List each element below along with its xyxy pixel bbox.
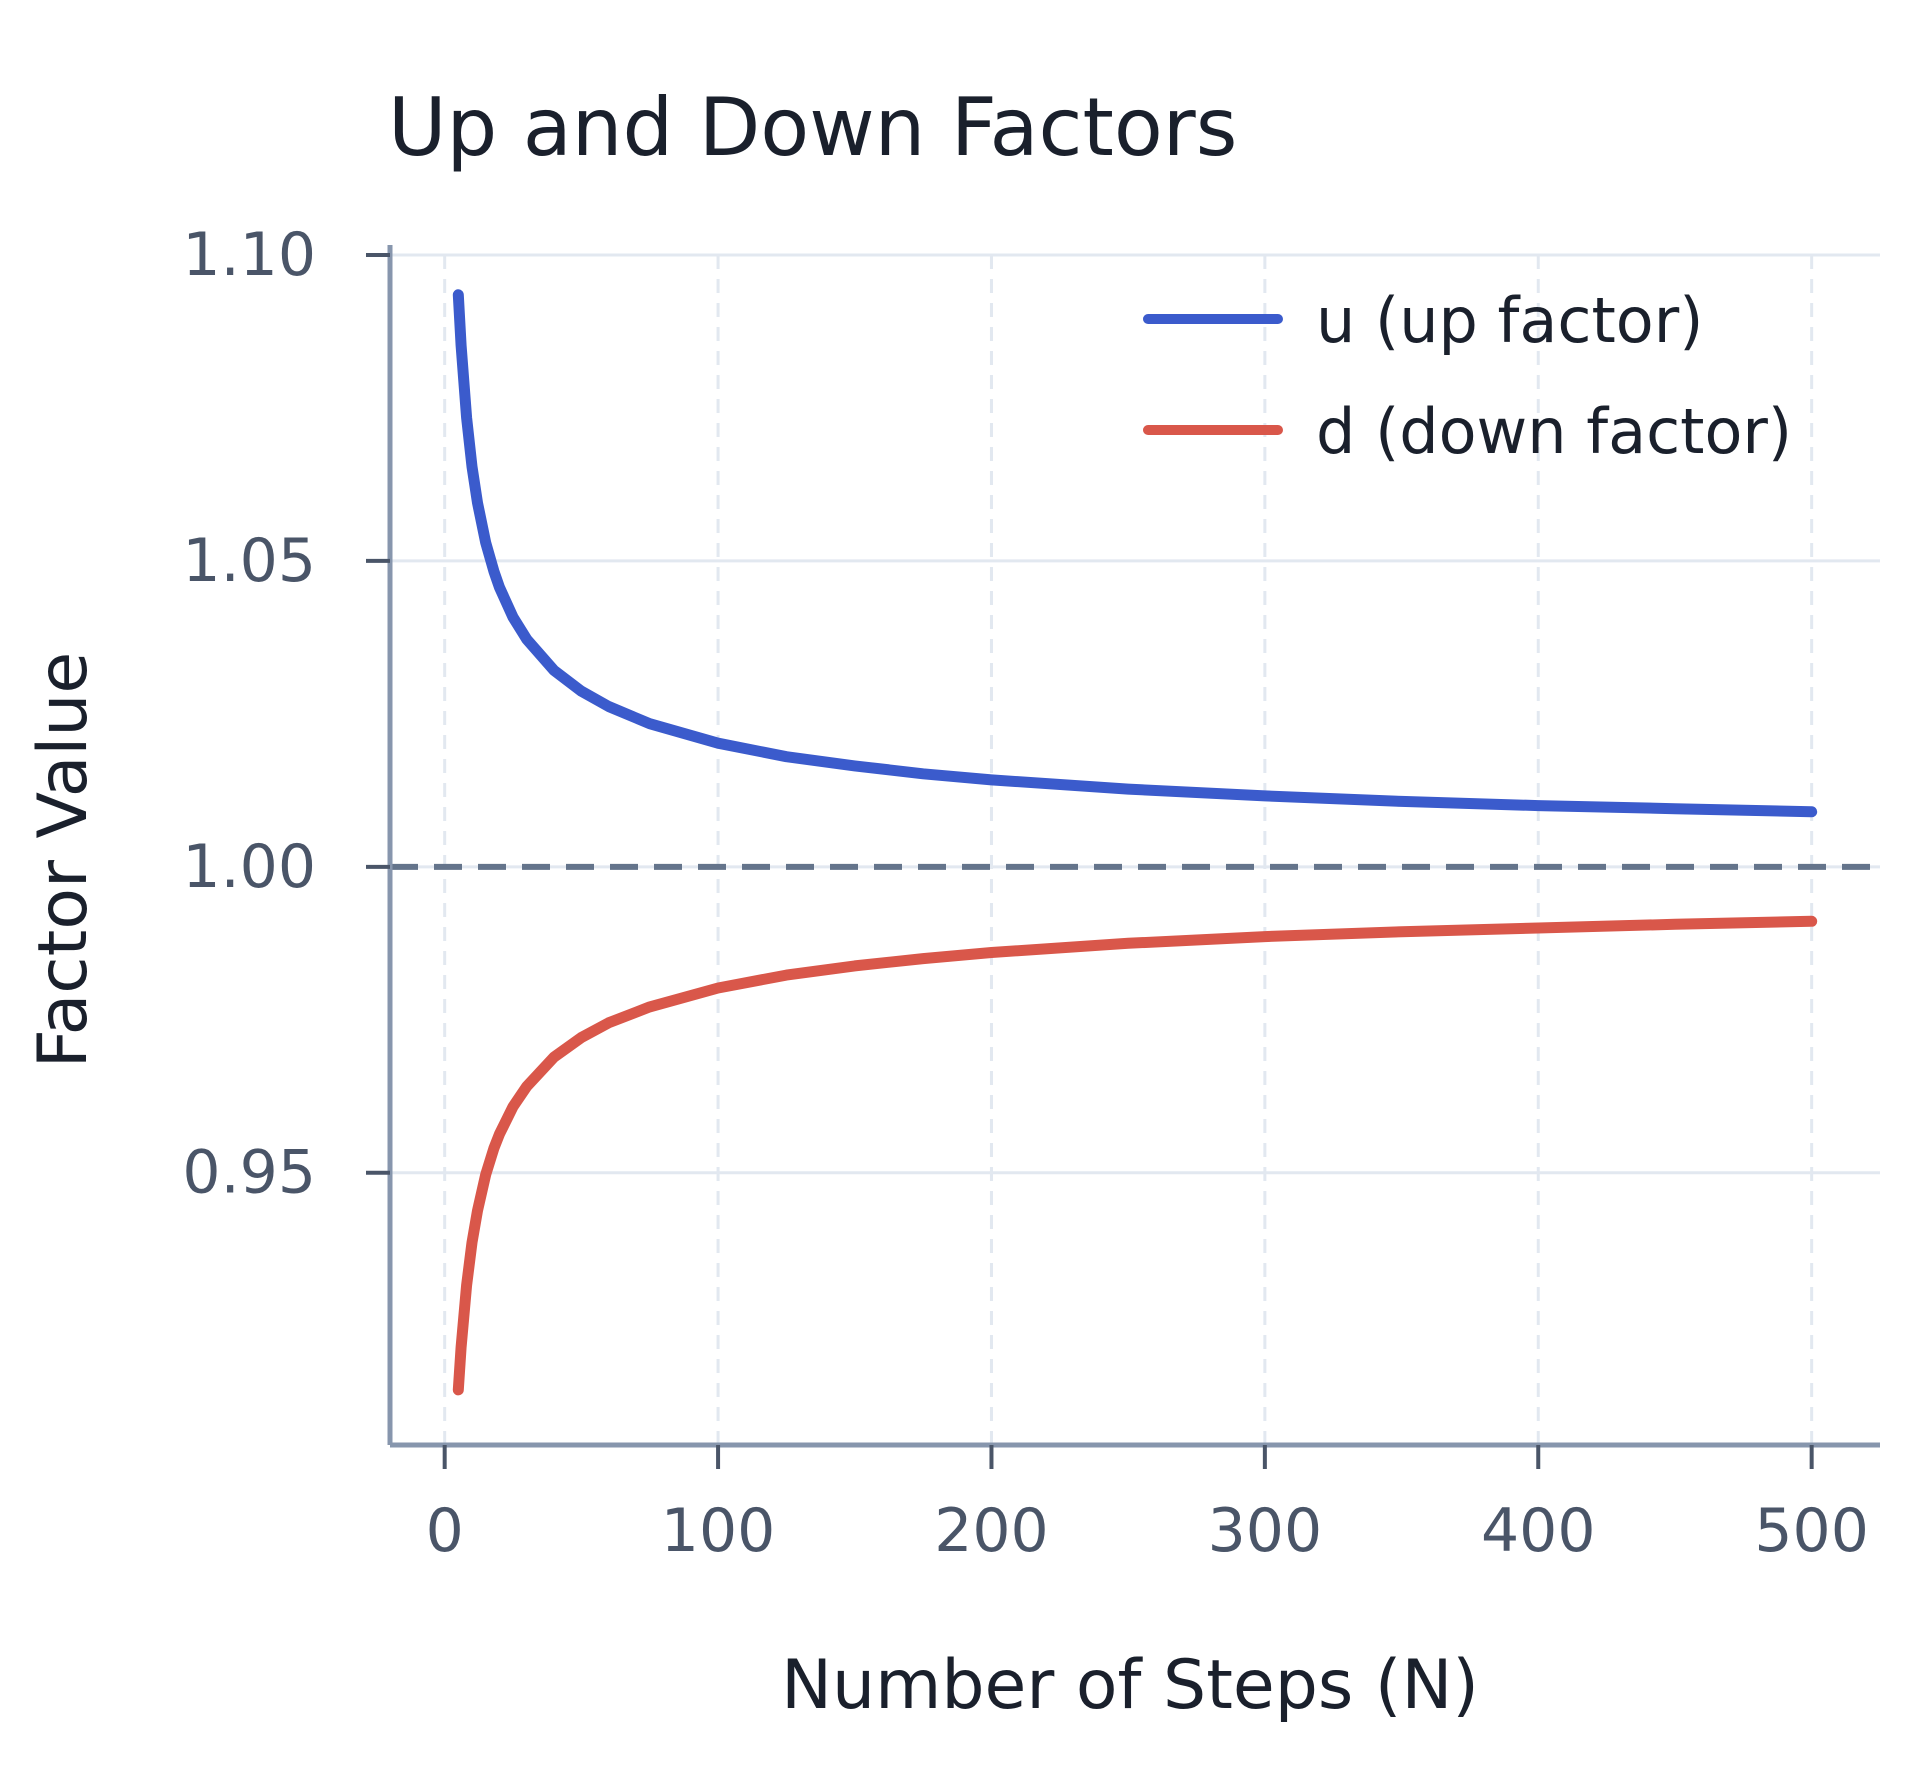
x-tick-label: 400 (1481, 1496, 1596, 1566)
grid (390, 253, 1880, 1445)
x-axis-label: Number of Steps (N) (781, 1646, 1479, 1725)
y-tick-label: 0.95 (182, 1138, 316, 1208)
x-tick-label: 0 (426, 1496, 464, 1566)
x-tick-label: 100 (661, 1496, 776, 1566)
legend: u (up factor) d (down factor) (1143, 284, 1792, 468)
ticks: 0.95 1.00 1.05 1.10 0 100 200 300 400 500 (182, 220, 1869, 1566)
axes (387, 245, 1880, 1448)
chart-title: Up and Down Factors (388, 81, 1237, 174)
legend-label-u: u (up factor) (1316, 284, 1703, 357)
x-tick-label: 300 (1208, 1496, 1323, 1566)
series-line-d (452, 915, 1818, 1396)
y-tick-label: 1.05 (182, 526, 316, 596)
y-tick-label: 1.10 (182, 220, 316, 290)
series-layer (452, 289, 1818, 1396)
x-tick-label: 500 (1754, 1496, 1869, 1566)
x-tick-label: 200 (934, 1496, 1049, 1566)
y-axis-label: Factor Value (24, 652, 103, 1069)
series-line-u (452, 289, 1818, 818)
y-tick-label: 1.00 (182, 832, 316, 902)
legend-label-d: d (down factor) (1316, 395, 1792, 468)
